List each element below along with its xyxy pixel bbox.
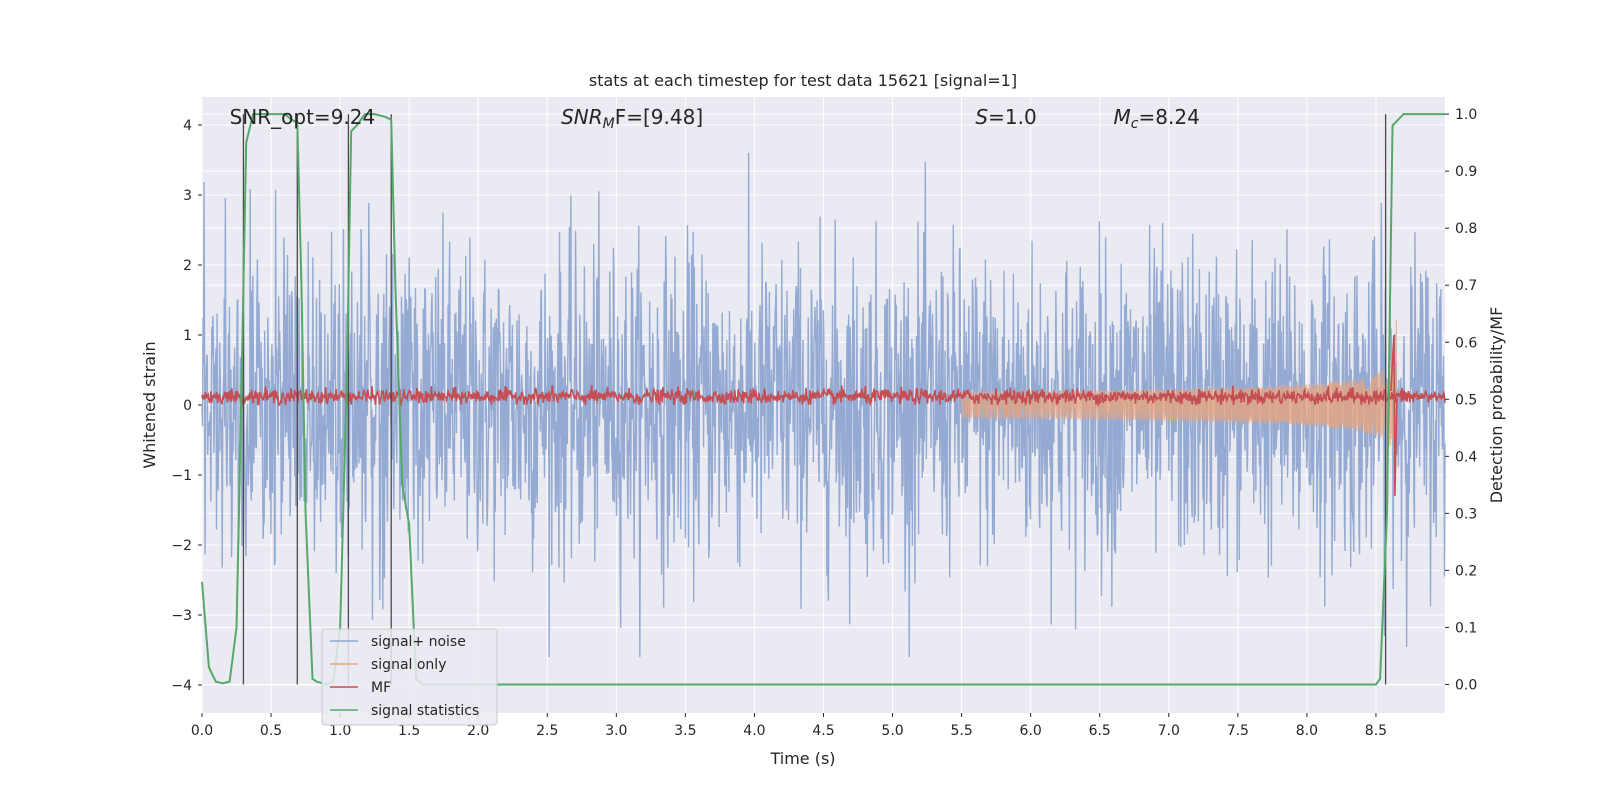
x-tick-label-16: 8.0 [1296,723,1318,739]
x-axis-label: Time (s) [769,749,835,768]
annotation-mc-value: Mc=8.24 [1114,105,1200,132]
y-right-tick-label-4: 0.6 [1455,335,1477,351]
x-tick-label-15: 7.5 [1227,723,1249,739]
legend-label-mf: MF [371,680,391,696]
x-tick-label-17: 8.5 [1365,723,1387,739]
x-tick-label-10: 5.0 [881,723,903,739]
legend: signal+ noise signal only MF signal stat… [321,628,498,726]
x-tick-label-14: 7.0 [1158,723,1180,739]
annotation-snr-mf-value: F=[9.48] [615,105,703,129]
y-right-tick-label-2: 0.8 [1455,221,1477,237]
y-right-tick-label-7: 0.3 [1455,506,1477,522]
x-tick-label-5: 2.5 [536,723,558,739]
annotation-mc-value-subscript: c [1131,116,1139,132]
signal-statistics-layer [201,113,1445,686]
y-right-tick-label-1: 0.9 [1455,164,1477,180]
series-mf [201,385,1446,408]
x-tick-label-9: 4.5 [812,723,834,739]
y-axis-label: Whitened strain [140,341,159,468]
annotation-snr-opt: SNR_opt=9.24 [230,105,376,129]
series-signal-statistics [201,113,1445,686]
y-tick-label-5: −1 [171,468,192,484]
x-tick-label-4: 2.0 [467,723,489,739]
y-right-tick-label-8: 0.2 [1455,563,1477,579]
y-right-tick-label-5: 0.5 [1455,392,1477,408]
x-tick-label-0: 0.0 [191,723,213,739]
y-tick-label-4: 0 [183,398,192,414]
y-axis-right-label: Detection probability/MF [1487,307,1506,504]
x-tick-label-13: 6.5 [1089,723,1111,739]
axes-layer: 0.0 0.5 1.0 1.5 2.0 2.5 3.0 3.5 4.0 4.5 5.0 5.5 6.0 6… [171,107,1477,739]
legend-label-signal-statistics: signal statistics [371,703,479,719]
legend-label-signal-noise: signal+ noise [371,634,466,650]
y-tick-label-3: 1 [183,328,192,344]
legend-frame [321,628,498,726]
y-tick-label-2: 2 [183,258,192,274]
x-tick-label-7: 3.5 [674,723,696,739]
x-tick-label-1: 0.5 [260,723,282,739]
annotation-s-value-value: =1.0 [988,105,1037,129]
annotation-snr-mf-symbol: SNR [561,105,603,129]
y-right-tick-label-10: 0.0 [1455,677,1477,693]
y-tick-label-8: −4 [171,678,192,694]
x-tick-label-12: 6.0 [1020,723,1042,739]
y-tick-label-1: 3 [183,188,192,204]
vertical-markers [242,114,1387,685]
legend-label-signal-only: signal only [371,657,446,673]
y-tick-label-7: −3 [171,608,192,624]
data-layer [201,152,1446,658]
x-tick-label-6: 3.0 [605,723,627,739]
annotation-s-value-symbol: S [975,105,988,129]
x-tick-label-3: 1.5 [398,723,420,739]
annotation-snr-mf-subscript: M [603,116,615,132]
y-tick-label-0: 4 [183,118,192,134]
x-tick-label-2: 1.0 [329,723,351,739]
x-tick-label-8: 4.0 [743,723,765,739]
annotation-mc-value-value: =8.24 [1139,105,1200,129]
y-right-tick-label-9: 0.1 [1455,620,1477,636]
y-right-tick-label-0: 1.0 [1455,107,1477,123]
mf-spike [1390,334,1398,497]
y-right-tick-label-3: 0.7 [1455,278,1477,294]
annotation-s-value: S=1.0 [975,105,1036,129]
x-tick-label-11: 5.5 [950,723,972,739]
series-signal-noise [201,152,1446,658]
y-right-tick-label-6: 0.4 [1455,449,1477,465]
y-tick-label-6: −2 [171,538,192,554]
annotations-layer: SNR_opt=9.24 SNRMF=[9.48] S=1.0 Mc=8.24 [230,105,1200,132]
annotation-mc-value-symbol: M [1114,105,1131,129]
chart-title: stats at each timestep for test data 156… [589,71,1017,90]
annotation-snr-mf: SNRMF=[9.48] [561,105,703,132]
